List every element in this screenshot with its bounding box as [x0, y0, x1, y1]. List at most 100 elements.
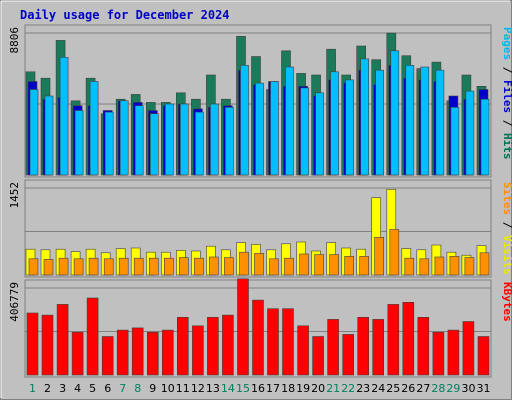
day-label-10: 10 [161, 382, 175, 395]
day-label-8: 8 [134, 382, 141, 395]
bar-sites-day-27 [419, 258, 430, 276]
bar-sites-day-10 [164, 257, 174, 276]
day-label-22: 22 [341, 382, 355, 395]
bar-sites-day-30 [464, 257, 475, 276]
bar-pages-day-31 [480, 98, 490, 176]
day-label-18: 18 [281, 382, 295, 395]
day-label-11: 11 [176, 382, 190, 395]
panel-hits-max-label: 8806 [8, 27, 21, 54]
bar-kbytes-day-7 [116, 329, 129, 376]
bar-kbytes-day-16 [252, 299, 264, 376]
bar-pages-day-24 [375, 69, 385, 176]
day-label-29: 29 [446, 382, 460, 395]
day-label-12: 12 [191, 382, 205, 395]
bar-pages-day-13 [210, 103, 219, 176]
day-label-1: 1 [29, 382, 36, 395]
bar-sites-day-12 [194, 257, 204, 276]
bar-sites-day-22 [344, 256, 355, 276]
bar-kbytes-day-24 [372, 319, 385, 376]
day-label-9: 9 [149, 382, 156, 395]
bar-pages-day-19 [300, 87, 309, 176]
bar-pages-day-30 [465, 90, 475, 176]
day-label-19: 19 [296, 382, 310, 395]
bar-sites-day-16 [254, 253, 264, 276]
legend-segment-2: Files [501, 80, 512, 113]
bar-sites-day-20 [314, 254, 324, 276]
day-label-24: 24 [371, 382, 385, 395]
bar-pages-day-25 [390, 50, 400, 176]
bar-kbytes-day-20 [312, 336, 324, 376]
bar-sites-day-28 [434, 256, 445, 276]
bar-sites-day-18 [284, 257, 294, 276]
panel-visits: 1452 Sites / Visits [8, 179, 512, 278]
bar-pages-day-20 [315, 92, 324, 176]
day-label-31: 31 [477, 382, 491, 395]
bar-pages-day-22 [345, 79, 355, 176]
bar-sites-day-21 [329, 254, 339, 276]
bar-pages-day-2 [44, 95, 54, 176]
day-label-27: 27 [416, 382, 430, 395]
bar-sites-day-11 [179, 257, 189, 276]
day-label-28: 28 [431, 382, 445, 395]
bar-sites-day-1 [28, 258, 39, 276]
bar-pages-day-23 [360, 58, 370, 176]
day-label-14: 14 [221, 382, 235, 395]
bar-kbytes-day-31 [477, 336, 490, 376]
panel-hits-legend-label: Pages / Files / Hits [501, 27, 512, 160]
bar-kbytes-day-26 [402, 301, 415, 376]
bar-pages-day-28 [435, 69, 445, 176]
x-axis-day-labels: 1 2 3 4 5 6 7 8 9 10 11 12 13 14 15 16 17 18 19 20 21 22 23 24 2… [29, 382, 491, 395]
bar-pages-day-1 [29, 89, 39, 176]
bar-pages-day-21 [330, 71, 339, 176]
bar-kbytes-day-23 [357, 316, 370, 376]
bar-kbytes-day-11 [177, 316, 189, 376]
day-label-4: 4 [74, 382, 81, 395]
bar-sites-day-15 [239, 251, 249, 276]
bar-pages-day-18 [285, 66, 294, 176]
legend-segment-0: Sites [501, 182, 512, 215]
bar-kbytes-day-3 [56, 304, 69, 376]
bar-pages-day-5 [89, 81, 99, 176]
day-label-21: 21 [326, 382, 340, 395]
bar-sites-day-2 [43, 259, 54, 276]
panel-kbytes: 406779 KBytes [8, 278, 512, 378]
bar-sites-day-3 [58, 257, 69, 276]
bar-pages-day-12 [195, 111, 204, 176]
panel-kbytes-legend-label: KBytes [501, 282, 512, 322]
bar-sites-day-26 [404, 257, 415, 276]
bar-pages-day-27 [420, 66, 430, 176]
bar-kbytes-day-17 [267, 308, 279, 376]
bar-pages-day-26 [405, 65, 415, 176]
bar-kbytes-day-29 [447, 329, 460, 376]
panels-layer: 8806 Pages / Files / Hits 1452 Sites / Visi… [8, 24, 512, 378]
panel-hits: 8806 Pages / Files / Hits [8, 24, 512, 178]
day-label-6: 6 [104, 382, 111, 395]
bar-kbytes-day-30 [462, 321, 475, 376]
panel-visits-legend-label: Sites / Visits [501, 182, 512, 275]
bar-sites-day-24 [374, 237, 385, 276]
bar-kbytes-day-2 [41, 314, 54, 376]
bar-kbytes-day-21 [327, 319, 339, 376]
bar-pages-day-4 [74, 110, 84, 176]
bar-sites-day-29 [449, 256, 460, 276]
bar-kbytes-day-25 [387, 304, 400, 376]
bar-sites-day-9 [149, 257, 159, 276]
bar-pages-day-3 [59, 56, 69, 176]
legend-segment-0: Pages [501, 27, 512, 60]
bar-pages-day-7 [119, 100, 129, 176]
day-label-25: 25 [386, 382, 400, 395]
legend-segment-3: / [501, 113, 512, 133]
day-label-23: 23 [356, 382, 370, 395]
legend-segment-4: Hits [501, 133, 512, 160]
bar-sites-day-7 [118, 257, 129, 276]
bar-sites-day-17 [269, 258, 279, 276]
bar-kbytes-day-9 [147, 331, 159, 376]
bar-sites-day-13 [209, 256, 219, 276]
bar-pages-day-15 [240, 65, 249, 176]
bar-kbytes-day-6 [101, 336, 114, 376]
bar-kbytes-day-18 [282, 308, 294, 376]
bar-kbytes-day-10 [162, 329, 174, 376]
bar-pages-day-17 [270, 81, 279, 176]
panel-kbytes-max-label: 406779 [8, 282, 21, 322]
bar-kbytes-day-12 [192, 325, 204, 376]
